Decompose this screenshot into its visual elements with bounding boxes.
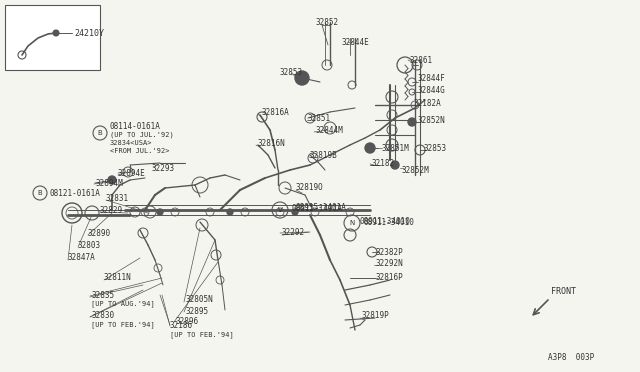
- Text: [UP TO FEB.'94]: [UP TO FEB.'94]: [170, 331, 234, 339]
- Circle shape: [408, 118, 416, 126]
- Text: 32182A: 32182A: [413, 99, 441, 108]
- Text: 24210Y: 24210Y: [74, 29, 104, 38]
- Circle shape: [157, 209, 163, 215]
- Text: 32853: 32853: [279, 67, 302, 77]
- Text: 32182: 32182: [371, 158, 394, 167]
- Text: 32852: 32852: [316, 17, 339, 26]
- Text: [UP TO AUG.'94]: [UP TO AUG.'94]: [91, 301, 155, 307]
- Text: (UP TO JUL.'92): (UP TO JUL.'92): [110, 132, 173, 138]
- Text: 32186: 32186: [170, 321, 193, 330]
- Circle shape: [295, 71, 309, 85]
- Text: [UP TO FEB.'94]: [UP TO FEB.'94]: [91, 322, 155, 328]
- Circle shape: [391, 161, 399, 169]
- Text: 32851M: 32851M: [381, 144, 409, 153]
- Text: 32292: 32292: [282, 228, 305, 237]
- Text: 32292N: 32292N: [376, 260, 404, 269]
- Text: 32852M: 32852M: [401, 166, 429, 174]
- Text: 32896: 32896: [175, 317, 198, 327]
- Text: 32831: 32831: [106, 193, 129, 202]
- Text: A3P8  003P: A3P8 003P: [548, 353, 595, 362]
- Text: 32805N: 32805N: [185, 295, 212, 305]
- Text: 32890: 32890: [88, 228, 111, 237]
- Text: 32844F: 32844F: [418, 74, 445, 83]
- Text: 08121-0161A: 08121-0161A: [50, 189, 101, 198]
- Circle shape: [365, 143, 375, 153]
- Bar: [5, 5, 100, 70]
- Text: N: N: [349, 220, 355, 226]
- Text: 32894M: 32894M: [95, 179, 123, 187]
- Text: 32811N: 32811N: [104, 273, 132, 282]
- Text: 32853: 32853: [424, 144, 447, 153]
- Text: FRONT: FRONT: [551, 288, 576, 296]
- Text: 32819B: 32819B: [310, 151, 338, 160]
- Text: 32844M: 32844M: [316, 125, 344, 135]
- Text: 08911-34010: 08911-34010: [360, 217, 411, 225]
- Text: 32816A: 32816A: [261, 108, 289, 116]
- Text: 32830: 32830: [91, 311, 114, 320]
- Text: 08911-34010: 08911-34010: [363, 218, 414, 227]
- Text: <FROM JUL.'92>: <FROM JUL.'92>: [110, 148, 170, 154]
- Text: 08915-1401A: 08915-1401A: [292, 203, 343, 212]
- Text: 32847A: 32847A: [68, 253, 96, 263]
- Text: B: B: [38, 190, 42, 196]
- Text: 32293: 32293: [152, 164, 175, 173]
- Text: 32895: 32895: [185, 307, 208, 315]
- Text: 32819P: 32819P: [362, 311, 390, 320]
- Text: 32834<USA>: 32834<USA>: [110, 140, 152, 146]
- Circle shape: [292, 209, 298, 215]
- Text: 32819O: 32819O: [295, 183, 323, 192]
- Text: 32382P: 32382P: [376, 247, 404, 257]
- Circle shape: [227, 209, 233, 215]
- Text: 08114-0161A: 08114-0161A: [110, 122, 161, 131]
- Text: 32861: 32861: [410, 55, 433, 64]
- Text: B: B: [98, 130, 102, 136]
- Text: 32835: 32835: [91, 291, 114, 299]
- Text: 32816N: 32816N: [258, 138, 285, 148]
- Text: 32852N: 32852N: [418, 115, 445, 125]
- Circle shape: [53, 30, 59, 36]
- Text: 32829: 32829: [100, 205, 123, 215]
- Text: 32816P: 32816P: [375, 273, 403, 282]
- Text: 32844E: 32844E: [342, 38, 370, 46]
- Circle shape: [108, 176, 116, 184]
- Text: 08915-1401A: 08915-1401A: [296, 202, 347, 212]
- Text: 32844G: 32844G: [418, 86, 445, 94]
- Text: V: V: [278, 207, 282, 213]
- Text: 32803: 32803: [78, 241, 101, 250]
- Text: 32894E: 32894E: [117, 169, 145, 177]
- Text: 32851: 32851: [308, 113, 331, 122]
